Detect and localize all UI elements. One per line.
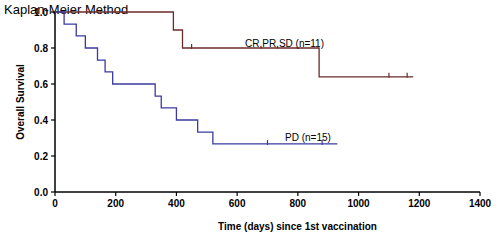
x-tick	[54, 192, 55, 196]
x-axis-label: Time (days) since 1st vaccination	[218, 221, 377, 232]
x-tick-label: 600	[229, 198, 246, 209]
series-label: PD (n=15)	[285, 132, 331, 143]
y-tick	[51, 11, 55, 12]
x-tick-label: 1000	[347, 198, 370, 209]
censor-mark	[191, 44, 192, 49]
x-tick	[237, 192, 238, 196]
censor-mark	[407, 73, 408, 78]
x-axis	[55, 191, 480, 193]
y-axis-label: Overall Survival	[15, 64, 26, 140]
y-tick-label: 0.8	[34, 43, 48, 54]
title: Kaplan-Meier Method	[4, 2, 128, 17]
chart: Kaplan-Meier Method 0.0 0.2 0.4 0.6 0.8 1.0 0 20…	[0, 0, 500, 241]
y-axis	[54, 12, 56, 192]
y-tick-label: 0.2	[34, 151, 48, 162]
y-tick-label: 0.6	[34, 79, 48, 90]
x-tick	[479, 192, 480, 196]
y-tick	[51, 83, 55, 84]
x-tick	[176, 192, 177, 196]
x-tick	[419, 192, 420, 196]
y-tick-label: 1.0	[34, 7, 48, 18]
x-tick-label: 1200	[408, 198, 431, 209]
x-tick-label: 200	[107, 198, 124, 209]
x-tick-label: 0	[52, 198, 58, 209]
x-tick	[358, 192, 359, 196]
y-tick	[51, 47, 55, 48]
x-tick-label: 1400	[469, 198, 492, 209]
x-tick-label: 400	[168, 198, 185, 209]
censor-mark	[267, 140, 268, 145]
x-tick	[115, 192, 116, 196]
plot-area	[55, 12, 413, 145]
y-tick	[51, 119, 55, 120]
x-tick	[297, 192, 298, 196]
x-tick-label: 800	[290, 198, 307, 209]
series-label: CR,PR,SD (n=11)	[245, 38, 324, 49]
y-tick-label: 0.4	[34, 115, 48, 126]
survival-curve	[55, 12, 337, 144]
censor-mark	[388, 73, 389, 78]
y-tick	[51, 155, 55, 156]
y-tick-label: 0.0	[34, 187, 48, 198]
survival-curve	[55, 12, 413, 77]
